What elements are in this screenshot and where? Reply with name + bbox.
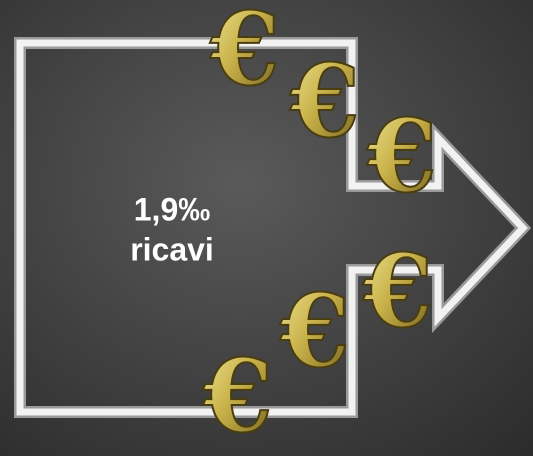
diagram: 1,9‰ ricavi € € € € € €: [0, 0, 533, 456]
euro-icon: €: [289, 42, 360, 160]
euro-icon: €: [202, 337, 273, 455]
euro-icon: €: [209, 0, 280, 108]
page: 1,9‰ ricavi € € € € € € (() => { const d…: [0, 0, 533, 456]
euro-icon: €: [279, 272, 350, 390]
label-text: ricavi: [130, 231, 214, 267]
euro-icon: €: [366, 97, 437, 215]
euro-icon: €: [362, 232, 433, 350]
label-value: 1,9‰: [134, 191, 210, 227]
